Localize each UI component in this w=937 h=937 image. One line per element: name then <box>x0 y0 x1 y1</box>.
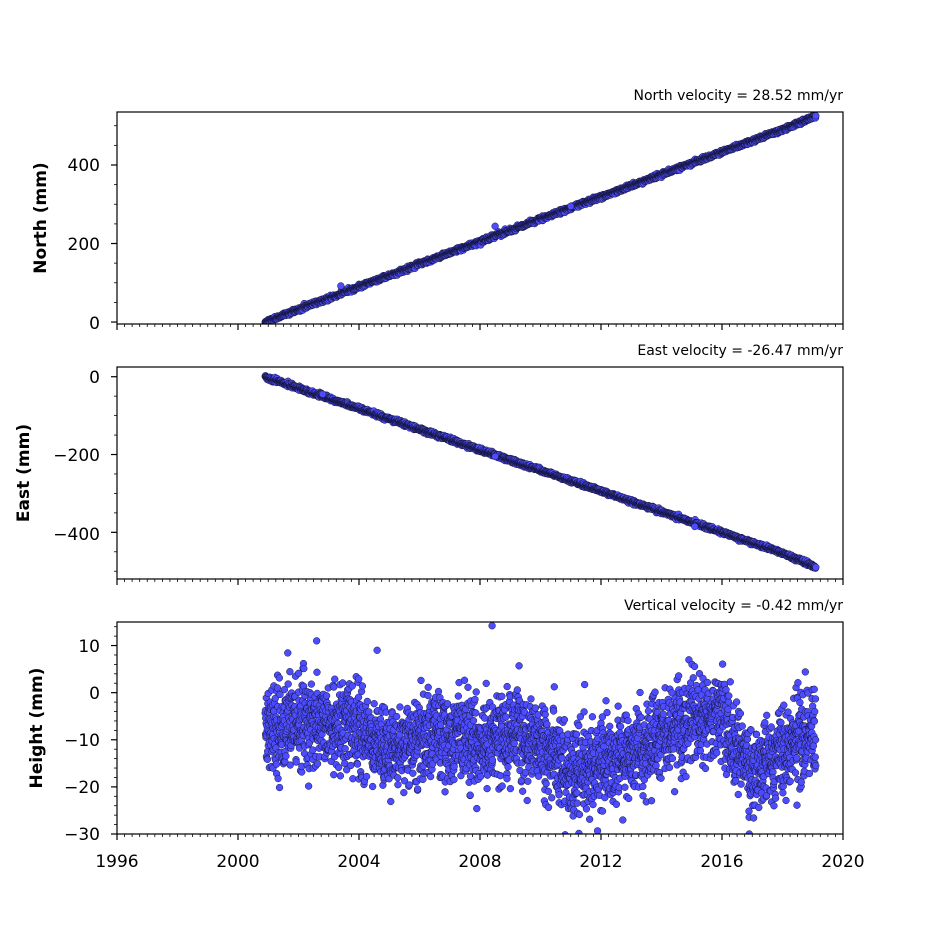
x-tick-label: 2012 <box>579 852 622 872</box>
panel-east-ylabel: East (mm) <box>14 424 34 522</box>
outlier-point <box>691 522 699 531</box>
panel-east-ytick-label: −400 <box>53 525 100 545</box>
data-point <box>273 684 282 692</box>
outlier-point <box>337 282 345 290</box>
data-point <box>300 664 308 673</box>
data-point <box>812 563 820 571</box>
panel-height-ytick-label: 0 <box>89 684 100 704</box>
data-point <box>812 112 820 120</box>
data-point <box>275 783 284 792</box>
panel-north-points <box>261 112 820 324</box>
data-point <box>307 680 316 688</box>
panel-north-ytick-label: 0 <box>89 314 100 334</box>
data-point <box>272 760 281 768</box>
panel-height-plot <box>111 621 844 840</box>
data-point <box>284 649 292 657</box>
data-point <box>313 668 321 676</box>
outlier-point <box>319 390 327 398</box>
x-tick-label: 1996 <box>95 852 138 872</box>
data-point <box>271 694 279 703</box>
data-point <box>304 782 313 790</box>
data-point <box>313 760 322 768</box>
panel-north-title: North velocity = 28.52 mm/yr <box>633 88 843 104</box>
panel-north-plot <box>111 111 844 330</box>
panel-height-ytick-label: −20 <box>64 778 100 798</box>
data-point <box>292 758 300 766</box>
panel-east-frame <box>116 366 844 580</box>
outlier-point <box>491 452 499 461</box>
outlier-point <box>567 202 575 210</box>
panel-east-ytick-label: −200 <box>53 446 100 466</box>
panel-north: North velocity = 28.52 mm/yr North (mm) … <box>31 88 843 334</box>
data-point <box>294 669 303 677</box>
panel-height-points <box>261 622 820 834</box>
data-point <box>275 674 284 682</box>
panel-north-ytick-label: 200 <box>68 235 100 255</box>
panel-height: Vertical velocity = -0.42 mm/yr Height (… <box>27 598 843 845</box>
panel-east: East velocity = -26.47 mm/yr East (mm) 0… <box>14 343 843 545</box>
panel-height-ytick-label: −30 <box>64 825 100 845</box>
outlier-point <box>491 222 499 230</box>
x-tick-label: 2004 <box>337 852 380 872</box>
panel-east-title: East velocity = -26.47 mm/yr <box>637 343 843 359</box>
panel-north-ylabel: North (mm) <box>31 162 51 273</box>
panel-east-points <box>261 372 820 572</box>
data-point <box>309 746 317 754</box>
x-tick-label: 2020 <box>821 852 864 872</box>
x-tick-label: 2000 <box>216 852 259 872</box>
panel-height-title: Vertical velocity = -0.42 mm/yr <box>624 598 843 614</box>
panel-north-ytick-label: 400 <box>68 156 100 176</box>
panel-height-ytick-label: 10 <box>78 637 100 657</box>
data-point <box>276 690 284 699</box>
panel-east-plot <box>111 366 844 585</box>
x-tick-label: 2016 <box>700 852 743 872</box>
data-point <box>280 685 289 694</box>
panel-height-ytick-label: −10 <box>64 731 100 751</box>
data-point <box>286 761 294 769</box>
panel-height-ylabel: Height (mm) <box>27 668 47 789</box>
data-point <box>284 680 292 688</box>
data-point <box>282 752 290 760</box>
data-point <box>274 774 282 783</box>
x-tick-label: 2008 <box>458 852 501 872</box>
data-point <box>286 668 294 676</box>
panel-east-ytick-label: 0 <box>89 368 100 388</box>
data-point <box>263 755 272 763</box>
shared-x-axis: 1996 2000 2004 2008 2012 2016 2020 <box>95 852 864 872</box>
